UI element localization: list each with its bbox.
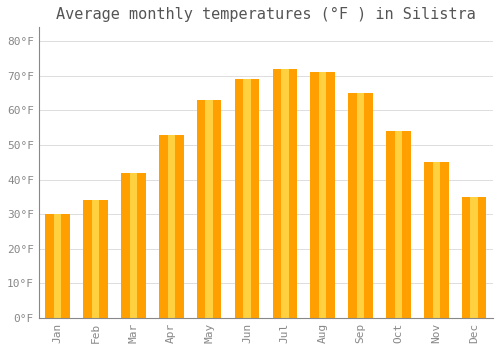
Bar (394, 131, 402, 318)
Bar (121, 173, 130, 318)
Bar (197, 100, 205, 318)
Bar (250, 79, 260, 318)
Bar (168, 134, 175, 318)
Bar (159, 134, 168, 318)
Bar (402, 131, 410, 318)
Bar (84, 200, 92, 318)
Bar (386, 131, 394, 318)
Bar (310, 72, 319, 318)
Bar (175, 134, 184, 318)
Bar (272, 69, 281, 318)
Bar (440, 162, 448, 318)
Bar (100, 200, 108, 318)
Bar (92, 200, 100, 318)
Bar (288, 69, 297, 318)
Bar (424, 162, 432, 318)
Bar (364, 93, 373, 318)
Bar (130, 173, 137, 318)
Bar (478, 197, 486, 318)
Bar (54, 214, 62, 318)
Bar (326, 72, 335, 318)
Bar (234, 79, 244, 318)
Bar (244, 79, 250, 318)
Bar (462, 197, 470, 318)
Bar (46, 214, 54, 318)
Bar (281, 69, 288, 318)
Bar (213, 100, 222, 318)
Bar (137, 173, 145, 318)
Bar (432, 162, 440, 318)
Bar (470, 197, 478, 318)
Bar (348, 93, 357, 318)
Bar (357, 93, 364, 318)
Title: Average monthly temperatures (°F ) in Silistra: Average monthly temperatures (°F ) in Si… (56, 7, 476, 22)
Bar (206, 100, 213, 318)
Bar (319, 72, 326, 318)
Bar (62, 214, 70, 318)
